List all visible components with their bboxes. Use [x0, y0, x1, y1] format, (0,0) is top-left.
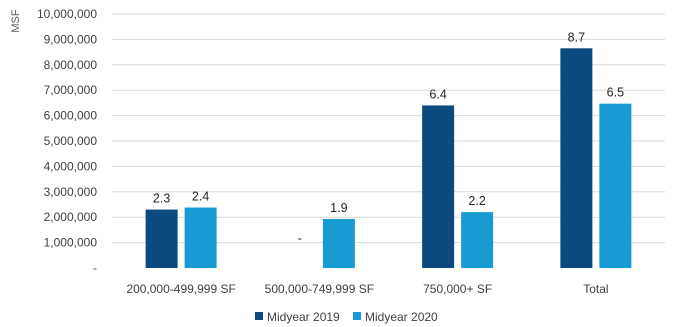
- y-tick-label: -: [93, 261, 97, 275]
- legend: Midyear 2019 Midyear 2020: [255, 310, 438, 324]
- legend-swatch: [255, 312, 263, 320]
- bar: [461, 212, 494, 268]
- y-tick-label: 6,000,000: [44, 109, 98, 123]
- data-label: 6.5: [607, 86, 624, 100]
- y-tick-label: 3,000,000: [44, 185, 98, 199]
- bar: [422, 105, 455, 268]
- y-tick-label: 5,000,000: [44, 134, 98, 148]
- x-tick-label: 750,000+ SF: [423, 282, 492, 296]
- x-tick-label: 200,000-499,999 SF: [126, 282, 235, 296]
- bars: [145, 48, 632, 268]
- data-label: 2.3: [153, 192, 170, 206]
- x-axis-ticks: 200,000-499,999 SF 500,000-749,999 SF 750,…: [126, 282, 608, 296]
- y-tick-label: 10,000,000: [37, 7, 97, 21]
- data-label: 6.4: [429, 87, 446, 101]
- data-label: 2.4: [192, 190, 209, 204]
- y-tick-label: 8,000,000: [44, 58, 98, 72]
- y-tick-label: 1,000,000: [44, 236, 98, 250]
- bar: [560, 48, 593, 268]
- data-labels: 2.3 2.4 - 1.9 6.4 2.2 8.7 6.5: [153, 30, 624, 245]
- legend-label: Midyear 2019: [267, 310, 340, 324]
- y-tick-label: 7,000,000: [44, 83, 98, 97]
- data-label: -: [298, 232, 302, 246]
- bar: [145, 209, 178, 268]
- y-axis-label: MSF: [10, 9, 22, 33]
- data-label: 2.2: [468, 194, 485, 208]
- data-label: 1.9: [330, 201, 347, 215]
- legend-swatch: [353, 312, 361, 320]
- bar: [599, 103, 632, 268]
- bar: [322, 218, 355, 268]
- legend-label: Midyear 2020: [365, 310, 438, 324]
- bar: [184, 207, 217, 268]
- y-tick-label: 4,000,000: [44, 159, 98, 173]
- y-axis-ticks: - 1,000,000 2,000,000 3,000,000 4,000,000 5,0…: [37, 7, 97, 275]
- y-tick-label: 9,000,000: [44, 32, 98, 46]
- x-tick-label: Total: [583, 282, 608, 296]
- x-tick-label: 500,000-749,999 SF: [265, 282, 374, 296]
- y-tick-label: 2,000,000: [44, 210, 98, 224]
- data-label: 8.7: [568, 30, 585, 44]
